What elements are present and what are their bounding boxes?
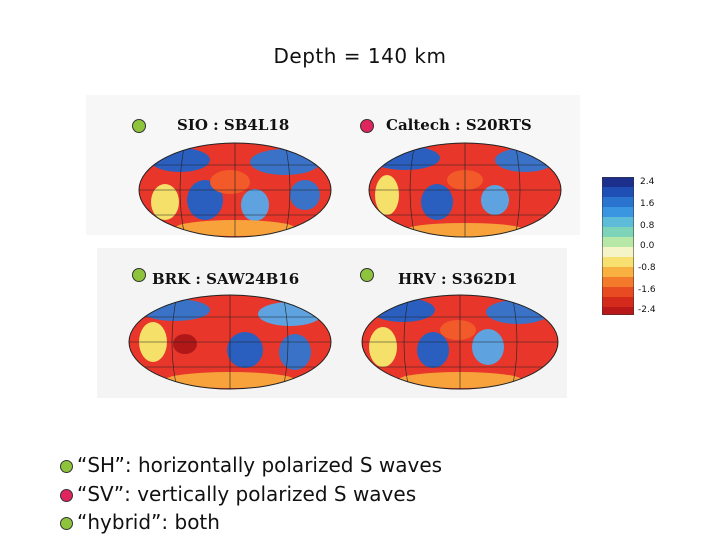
model-label-caltech: Caltech : S20RTS [386, 116, 532, 134]
tomography-map-hrv [361, 294, 559, 390]
model-dot-hrv [360, 268, 374, 282]
color-scale-tick: 0.0 [640, 241, 655, 251]
model-label-sio: SIO : SB4L18 [177, 116, 290, 134]
model-label-hrv: HRV : S362D1 [398, 270, 518, 288]
model-dot-brk [132, 268, 146, 282]
legend-text-sh: “SH”: horizontally polarized S waves [77, 453, 443, 477]
model-dot-sio [132, 119, 146, 133]
color-scale-tick: -0.8 [638, 263, 656, 273]
legend-text-hybrid: “hybrid”: both [77, 510, 220, 534]
model-dot-caltech [360, 119, 374, 133]
color-scale-tick: 0.8 [640, 221, 655, 231]
color-scale-bar: 2.4 1.6 0.8 0.0 -0.8 -1.6 -2.4 [598, 175, 668, 317]
color-scale-gradient [602, 177, 634, 315]
model-label-brk: BRK : SAW24B16 [152, 270, 300, 288]
legend-dot-hybrid [60, 517, 73, 530]
tomography-map-brk [128, 294, 332, 390]
color-scale-tick: 1.6 [640, 199, 655, 209]
tomography-map-sio [138, 142, 332, 238]
tomography-map-caltech [368, 142, 562, 238]
page-title: Depth = 140 km [273, 44, 447, 68]
legend-dot-sh [60, 460, 73, 473]
color-scale-tick: -1.6 [638, 285, 656, 295]
color-scale-tick: -2.4 [638, 305, 656, 315]
color-scale-tick: 2.4 [640, 177, 655, 187]
legend-dot-sv [60, 489, 73, 502]
legend-text-sv: “SV”: vertically polarized S waves [77, 482, 417, 506]
